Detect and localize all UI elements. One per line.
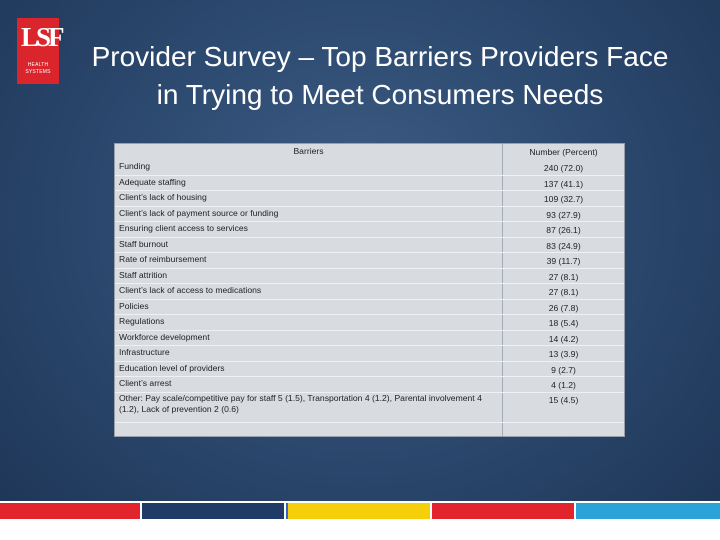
barrier-value: 240 (72.0)	[543, 163, 584, 173]
other-barriers-label: Other: Pay scale/competitive pay for sta…	[119, 393, 482, 414]
footer-divider	[0, 501, 720, 503]
barrier-label: Rate of reimbursement	[119, 254, 207, 264]
other-barriers-value: 15 (4.5)	[548, 395, 579, 405]
table-row: Regulations 18 (5.4)	[115, 314, 624, 331]
barriers-table: Barriers Number (Percent) Funding 240 (7…	[114, 143, 625, 437]
table-row: Client’s lack of payment source or fundi…	[115, 206, 624, 222]
barrier-value: 26 (7.8)	[548, 302, 579, 313]
table-row: Policies 26 (7.8)	[115, 299, 624, 315]
footer-color-bar	[0, 503, 720, 519]
barrier-label: Staff attrition	[119, 269, 168, 280]
footer-segment-navy	[142, 503, 284, 519]
barrier-value: 27 (8.1)	[548, 271, 579, 282]
logo-mark: LSF	[21, 22, 64, 52]
table-row: Funding 240 (72.0)	[115, 159, 624, 176]
table-row: Client’s arrest 4 (1.2)	[115, 376, 624, 393]
barrier-label: Client’s lack of housing	[119, 192, 207, 202]
footer-segment-cyan	[576, 503, 720, 519]
table-row: Adequate staffing 137 (41.1)	[115, 175, 624, 191]
slide-title: Provider Survey – Top Barriers Providers…	[70, 38, 690, 114]
barrier-value: 87 (26.1)	[546, 225, 581, 235]
barrier-value: 9 (2.7)	[551, 364, 576, 375]
barrier-label: Education level of providers	[119, 362, 225, 373]
footer-gap	[574, 503, 576, 519]
table-row: Education level of providers 9 (2.7)	[115, 361, 624, 377]
barrier-value: 13 (3.9)	[548, 349, 579, 359]
table-row: Staff attrition 27 (8.1)	[115, 268, 624, 284]
barrier-value: 39 (11.7)	[546, 256, 581, 266]
barrier-label: Workforce development	[119, 331, 210, 342]
table-row-other: Other: Pay scale/competitive pay for sta…	[115, 392, 624, 423]
barrier-value: 27 (8.1)	[548, 287, 579, 297]
logo-subtitle-line1: HEALTH	[27, 62, 49, 68]
table-row: Rate of reimbursement 39 (11.7)	[115, 252, 624, 269]
barrier-label: Policies	[119, 300, 149, 311]
barrier-value: 18 (5.4)	[548, 318, 579, 328]
title-line-1: Provider Survey – Top Barriers Providers…	[91, 41, 669, 72]
footer-gap	[140, 503, 142, 519]
barrier-label: Funding	[119, 161, 151, 171]
barrier-value: 93 (27.9)	[546, 209, 581, 220]
barrier-label: Client’s arrest	[119, 378, 172, 388]
table-row: Workforce development 14 (4.2)	[115, 330, 624, 346]
barrier-label: Client’s lack of payment source or fundi…	[119, 207, 279, 218]
logo-subtitle-line2: SYSTEMS	[25, 69, 51, 75]
column-divider	[502, 144, 503, 436]
barrier-label: Ensuring client access to services	[119, 223, 248, 233]
barrier-value: 109 (32.7)	[543, 194, 584, 204]
footer-segment-red	[0, 503, 140, 519]
barrier-label: Infrastructure	[119, 347, 170, 357]
table-row: Staff burnout 83 (24.9)	[115, 237, 624, 253]
table-row: Infrastructure 13 (3.9)	[115, 345, 624, 362]
footer-bottom	[0, 519, 720, 540]
lsf-logo: LSF HEALTH SYSTEMS	[17, 18, 64, 84]
barrier-value: 137 (41.1)	[543, 178, 584, 189]
barrier-label: Staff burnout	[119, 238, 169, 249]
header-number-percent: Number (Percent)	[529, 147, 598, 157]
footer-segment-yellow	[288, 503, 430, 519]
barrier-label: Adequate staffing	[119, 176, 186, 187]
table-row: Ensuring client access to services 87 (2…	[115, 221, 624, 238]
table-row: Client’s lack of housing 109 (32.7)	[115, 190, 624, 207]
header-barriers: Barriers	[293, 146, 324, 156]
footer-segment-blue	[286, 503, 288, 519]
barrier-value: 4 (1.2)	[551, 380, 576, 390]
footer-segment-red-2	[432, 503, 574, 519]
footer-gap	[430, 503, 432, 519]
barrier-value: 14 (4.2)	[548, 333, 579, 344]
title-line-2: in Trying to Meet Consumers Needs	[156, 79, 604, 110]
footer-gap	[284, 503, 286, 519]
barrier-value: 83 (24.9)	[546, 240, 581, 251]
table-row: Client’s lack of access to medications 2…	[115, 283, 624, 300]
barrier-label: Regulations	[119, 316, 165, 326]
barrier-label: Client’s lack of access to medications	[119, 285, 262, 295]
